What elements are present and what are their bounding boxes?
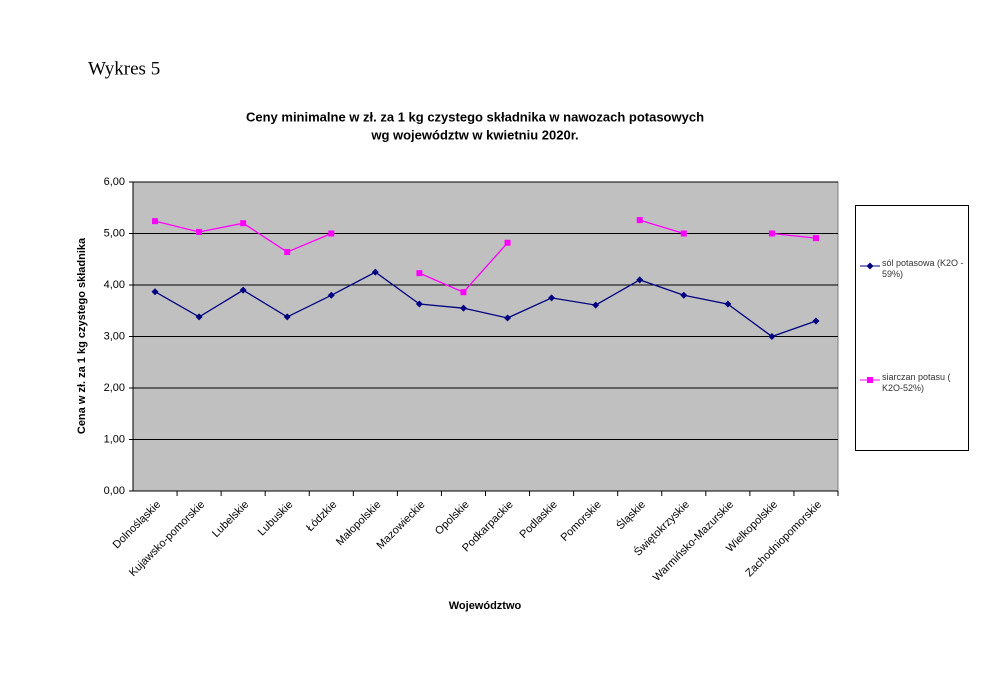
data-point [636,276,644,284]
x-tick-label: Podlaskie [518,499,560,541]
legend-item: siarczan potasu ( K2O-52%) [860,372,968,394]
data-point [680,230,687,237]
data-point [151,288,159,296]
data-point [812,317,820,325]
y-tick-label: 1,00 [104,433,125,445]
y-tick-label: 6,00 [104,176,125,188]
legend-marker [867,377,873,383]
data-point [240,220,247,227]
legend-swatch [860,262,880,270]
y-tick-label: 3,00 [104,330,125,342]
data-point [196,228,203,235]
y-tick-label: 0,00 [104,485,125,497]
x-tick-label: Lubuskie [256,499,296,539]
series-line [154,271,817,338]
data-point [460,289,467,296]
data-point [724,300,732,308]
data-point [459,304,467,312]
x-tick-label: Śląskie [614,498,648,532]
data-point [415,300,423,308]
legend-swatch [860,377,880,383]
data-point [504,239,511,246]
data-point [812,235,819,242]
x-tick-label: Kujawsko-pomorskie [127,499,207,579]
x-tick-label: Warmińsko-Mazurskie [651,499,736,584]
data-point [371,268,379,276]
heading: Wykres 5 [88,58,160,79]
x-tick-label: Opolskie [433,499,472,538]
x-axis-label: Województwo [449,600,522,612]
legend: sól potasowa (K2O - 59%) siarczan potasu … [855,205,969,451]
chart-title: Ceny minimalne w zł. za 1 kg czystego sk… [246,109,704,124]
legend-marker [866,262,874,270]
data-point [504,314,512,322]
legend-label: sól potasowa (K2O - 59%) [882,258,964,279]
data-point [152,218,159,225]
x-tick-label: Lubelskie [210,499,251,540]
data-point [284,249,291,256]
x-tick-label: Pomorskie [559,499,604,544]
data-point [548,294,556,302]
legend-label: siarczan potasu ( K2O-52%) [882,372,951,393]
data-point [768,230,775,237]
data-point [195,313,203,321]
data-point [283,313,291,321]
data-point [680,291,688,299]
y-tick-label: 5,00 [104,227,125,239]
y-axis-label: Cena w zł. za 1 kg czystego składnika [76,237,88,434]
legend-item: sól potasowa (K2O - 59%) [860,258,968,280]
data-point [592,301,600,309]
chart-subtitle: wg województw w kwietniu 2020r. [370,127,578,142]
data-point [416,270,423,277]
x-tick-label: Zachodniopomorskie [743,499,824,580]
data-point [328,230,335,237]
y-tick-label: 4,00 [104,279,125,291]
x-tick-label: Łódzkie [304,499,339,534]
data-point [768,333,776,340]
y-tick-label: 2,00 [104,382,125,394]
data-point [636,217,643,224]
data-point [239,286,247,294]
data-point [327,291,335,299]
